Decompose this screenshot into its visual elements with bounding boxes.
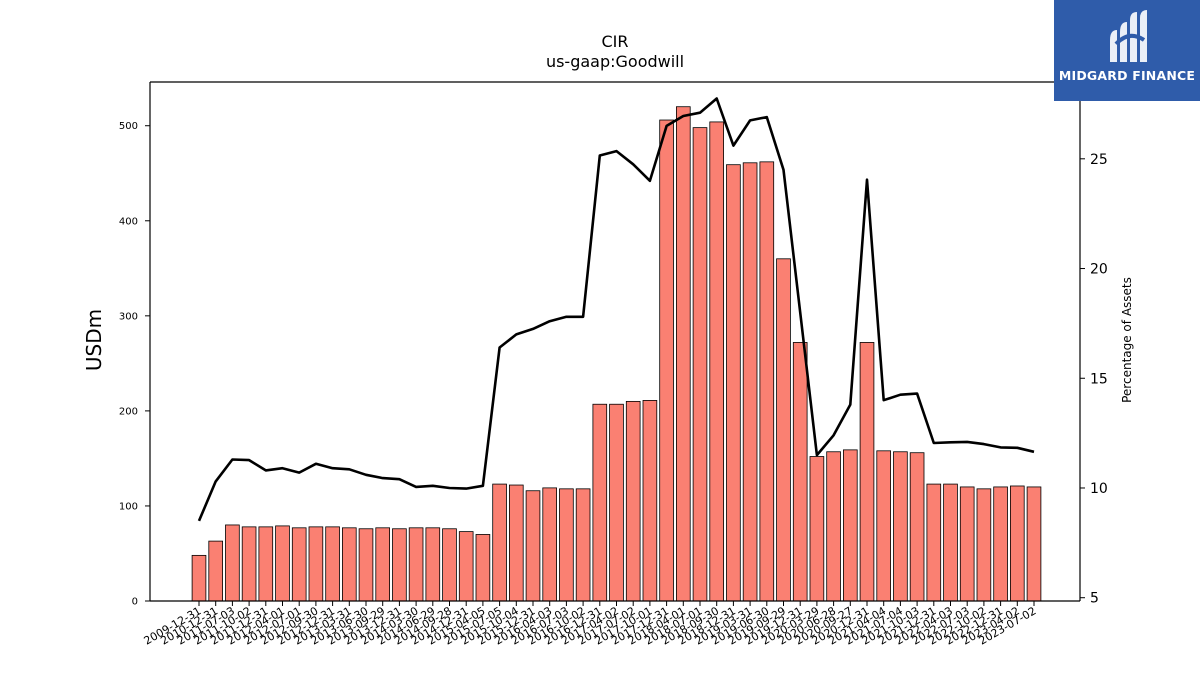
bar bbox=[792, 342, 808, 602]
brand-name: MIDGARD FINANCE bbox=[1058, 68, 1196, 83]
line-series bbox=[197, 97, 1035, 522]
y-tick-label: 500 bbox=[119, 121, 138, 132]
bar bbox=[709, 121, 724, 602]
bar bbox=[559, 488, 574, 602]
bar bbox=[759, 161, 775, 602]
bar bbox=[241, 526, 257, 602]
bar bbox=[926, 483, 942, 602]
bar bbox=[191, 554, 207, 602]
x-axis-ticks: 2009-12-312010-12-312011-07-032011-10-02… bbox=[142, 601, 1039, 648]
bar bbox=[308, 526, 324, 602]
bar bbox=[225, 524, 240, 602]
bar bbox=[876, 450, 891, 602]
bar bbox=[742, 162, 758, 602]
bar bbox=[826, 451, 841, 602]
pct-assets-line bbox=[197, 97, 1035, 522]
y2-tick-label: 5 bbox=[1090, 591, 1099, 607]
bar bbox=[575, 488, 591, 602]
y-axis-label: USDm bbox=[82, 308, 106, 372]
bar bbox=[625, 400, 641, 602]
bar bbox=[1010, 485, 1025, 602]
y-tick-label: 100 bbox=[119, 501, 138, 512]
bar bbox=[859, 342, 875, 602]
bar bbox=[392, 528, 407, 602]
bar bbox=[976, 488, 992, 602]
bar bbox=[809, 456, 825, 602]
bar bbox=[475, 534, 491, 602]
bar bbox=[458, 531, 474, 602]
bar bbox=[909, 452, 925, 602]
bar bbox=[993, 486, 1008, 602]
bar bbox=[659, 119, 674, 602]
bar bbox=[726, 164, 741, 602]
bar bbox=[692, 127, 708, 602]
y-tick-label: 300 bbox=[119, 311, 138, 322]
chart-subtitle: us-gaap:Goodwill bbox=[545, 52, 685, 71]
y2-axis-label: Percentage of Assets bbox=[1120, 277, 1134, 403]
y2-tick-label: 20 bbox=[1090, 262, 1108, 278]
bar bbox=[258, 526, 274, 602]
brand-logo: MIDGARD FINANCE bbox=[1054, 0, 1200, 101]
y-tick-label: 200 bbox=[119, 406, 138, 417]
bar bbox=[893, 451, 908, 602]
y-tick-label: 400 bbox=[119, 216, 138, 227]
bar bbox=[525, 490, 541, 602]
bar bbox=[843, 449, 858, 602]
bar bbox=[492, 483, 507, 602]
bar bbox=[208, 540, 224, 602]
bar bbox=[776, 258, 791, 602]
bar bbox=[1026, 486, 1042, 602]
midgard-logo-icon bbox=[1110, 10, 1147, 62]
bar bbox=[275, 525, 290, 602]
bar bbox=[676, 106, 691, 602]
bar bbox=[325, 526, 340, 602]
bar bbox=[341, 527, 357, 602]
y-tick-label: 0 bbox=[132, 597, 138, 608]
bar bbox=[291, 527, 307, 602]
bar bbox=[408, 527, 424, 602]
bar bbox=[959, 486, 975, 602]
chart-title: CIR bbox=[601, 32, 629, 51]
y2-axis-ticks: 5 10 15 20 25 bbox=[1080, 152, 1108, 607]
bar-series bbox=[191, 106, 1042, 602]
bar bbox=[358, 528, 374, 602]
y-axis-ticks: 0 100 200 300 400 500 bbox=[119, 121, 150, 608]
bar bbox=[642, 400, 658, 602]
bar bbox=[592, 403, 608, 602]
bar bbox=[425, 527, 441, 602]
bar bbox=[943, 483, 958, 602]
bar bbox=[542, 487, 557, 602]
bar bbox=[508, 484, 524, 602]
bar bbox=[442, 528, 457, 602]
axes bbox=[149, 81, 1081, 602]
bar bbox=[609, 403, 624, 602]
y2-tick-label: 15 bbox=[1090, 371, 1108, 387]
y2-tick-label: 25 bbox=[1090, 152, 1108, 168]
bar bbox=[375, 527, 390, 602]
y2-tick-label: 10 bbox=[1090, 481, 1108, 497]
